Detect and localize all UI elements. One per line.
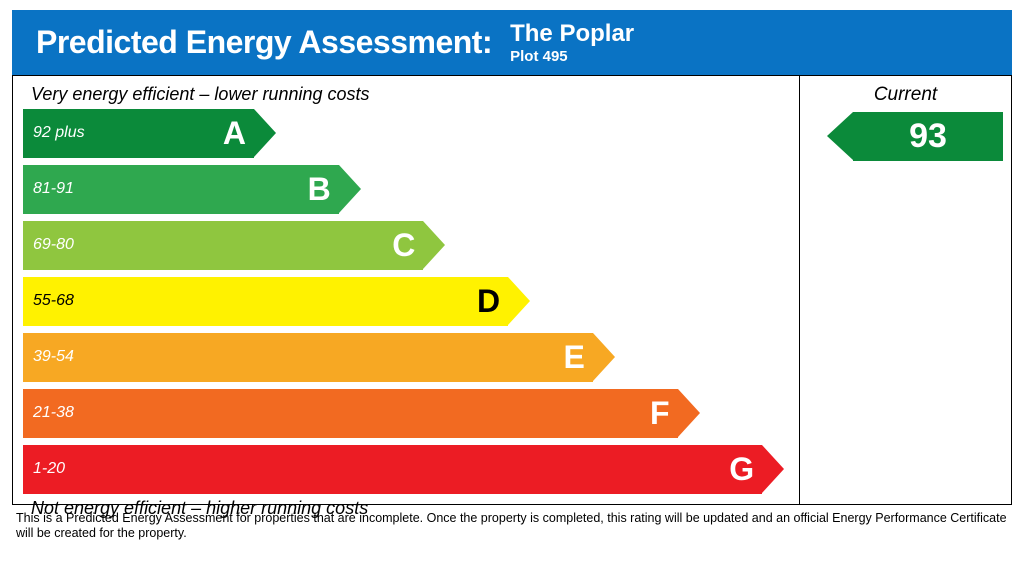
property-plot: Plot 495 — [510, 48, 634, 65]
band-range: 39-54 — [33, 348, 74, 366]
band-range: 21-38 — [33, 404, 74, 422]
band-letter: G — [729, 451, 754, 488]
current-arrow: 93 — [853, 112, 1003, 161]
chart-right: Current 93 — [799, 76, 1011, 504]
header-title: Predicted Energy Assessment: — [36, 24, 492, 61]
header-property: The Poplar Plot 495 — [510, 20, 634, 65]
current-value: 93 — [909, 117, 947, 156]
band-letter: B — [308, 171, 331, 208]
header-bar: Predicted Energy Assessment: The Poplar … — [12, 10, 1012, 75]
band-bar: 1-20 G — [23, 445, 762, 494]
band-bar: 81-91 B — [23, 165, 339, 214]
band-bar: 21-38 F — [23, 389, 678, 438]
band-bar: 69-80 C — [23, 221, 423, 270]
band-range: 1-20 — [33, 460, 65, 478]
band-letter: C — [392, 227, 415, 264]
band-letter: F — [650, 395, 670, 432]
band-letter: D — [477, 283, 500, 320]
chart-frame: Very energy efficient – lower running co… — [12, 75, 1012, 505]
band-row: 81-91 B — [23, 165, 793, 214]
band-range: 55-68 — [33, 292, 74, 310]
caption-top: Very energy efficient – lower running co… — [23, 84, 799, 109]
band-bar: 55-68 D — [23, 277, 508, 326]
band-letter: A — [223, 115, 246, 152]
band-row: 1-20 G — [23, 445, 793, 494]
band-range: 81-91 — [33, 180, 74, 198]
current-label: Current — [800, 76, 1011, 106]
band-row: 92 plus A — [23, 109, 793, 158]
band-range: 92 plus — [33, 124, 85, 142]
band-row: 21-38 F — [23, 389, 793, 438]
bands-container: 92 plus A 81-91 B 69-80 C 55-68 D 39-54 E 21-38 F 1-… — [23, 109, 799, 494]
chart-left: Very energy efficient – lower running co… — [13, 76, 799, 504]
band-bar: 39-54 E — [23, 333, 593, 382]
band-letter: E — [563, 339, 584, 376]
band-row: 39-54 E — [23, 333, 793, 382]
band-bar: 92 plus A — [23, 109, 254, 158]
band-row: 55-68 D — [23, 277, 793, 326]
footnote: This is a Predicted Energy Assessment fo… — [12, 505, 1012, 542]
property-name: The Poplar — [510, 20, 634, 48]
band-range: 69-80 — [33, 236, 74, 254]
band-row: 69-80 C — [23, 221, 793, 270]
